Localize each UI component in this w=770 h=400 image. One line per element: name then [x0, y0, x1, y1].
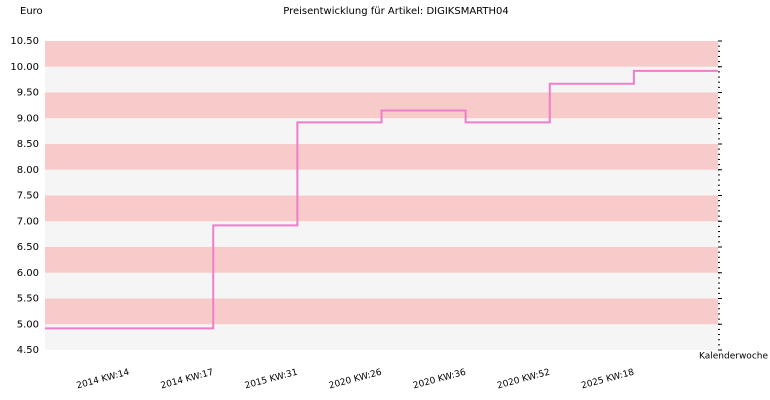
chart-title: Preisentwicklung für Artikel: DIGIKSMART…: [283, 6, 509, 17]
y-tick-label: 9.50: [17, 88, 39, 99]
x-tick-label: 2025 KW:18: [580, 368, 635, 392]
y-tick-label: 4.50: [17, 345, 39, 356]
band: [45, 221, 718, 247]
y-tick-label: 9.00: [17, 113, 39, 124]
y-tick-label: 10.00: [10, 62, 39, 73]
y-tick-label: 8.00: [17, 165, 39, 176]
price-line: [45, 69, 718, 330]
band: [45, 247, 718, 273]
band: [45, 272, 718, 299]
y-tick-label: 10.50: [10, 36, 39, 47]
band: [45, 144, 718, 170]
y-tick-label: 6.00: [17, 268, 39, 279]
band: [45, 66, 718, 93]
y-tick-label: 8.50: [17, 139, 39, 150]
x-tick-label: 2015 KW:31: [244, 368, 299, 392]
x-tick-label: 2014 KW:17: [160, 368, 215, 392]
y-tick-label: 7.50: [17, 191, 39, 202]
band: [45, 169, 718, 196]
x-tick-label: 2020 KW:52: [496, 368, 551, 392]
y-axis-label: Euro: [20, 6, 43, 17]
y-tick-label: 5.00: [17, 319, 39, 330]
y-tick-label: 6.50: [17, 242, 39, 253]
band: [45, 195, 718, 222]
band: [45, 298, 718, 325]
x-axis-label: Kalenderwoche: [699, 352, 768, 362]
x-tick-label: 2014 KW:14: [76, 368, 131, 392]
x-tick-label: 2020 KW:36: [412, 368, 467, 392]
band: [45, 41, 718, 67]
y-tick-label: 5.50: [17, 294, 39, 305]
y-tick-label: 7.00: [17, 216, 39, 227]
x-tick-label: 2020 KW:26: [328, 368, 383, 392]
